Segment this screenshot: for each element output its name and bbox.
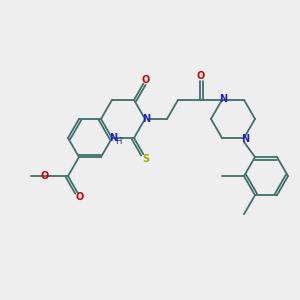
Text: N: N	[109, 133, 117, 143]
Text: O: O	[197, 71, 205, 81]
Text: O: O	[76, 192, 84, 202]
Text: O: O	[141, 75, 149, 85]
Text: O: O	[40, 171, 48, 181]
Text: S: S	[142, 154, 149, 164]
Text: N: N	[219, 94, 227, 104]
Text: H: H	[115, 136, 121, 146]
Text: N: N	[142, 114, 150, 124]
Text: N: N	[241, 134, 249, 144]
